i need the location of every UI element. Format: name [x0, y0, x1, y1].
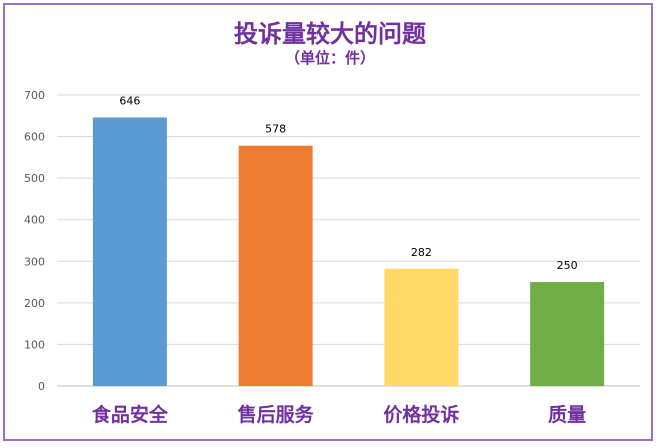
chart-title: 投诉量较大的问题	[234, 19, 426, 48]
bar	[238, 145, 313, 386]
bar	[384, 268, 459, 386]
y-tick-label: 0	[38, 380, 45, 393]
data-label: 250	[557, 259, 578, 272]
x-tick-label: 售后服务	[237, 403, 315, 426]
x-tick-label: 食品安全	[92, 403, 169, 426]
bar	[530, 282, 605, 386]
chart-subtitle: （单位：件）	[284, 49, 375, 67]
y-tick-label: 600	[24, 131, 45, 144]
x-tick-label: 价格投诉	[383, 403, 459, 426]
y-tick-label: 200	[24, 297, 45, 310]
x-tick-label: 质量	[548, 404, 586, 426]
y-tick-label: 500	[24, 172, 45, 185]
y-tick-label: 300	[24, 255, 45, 268]
y-tick-label: 100	[24, 338, 45, 351]
bar	[92, 117, 167, 386]
data-label: 282	[411, 246, 432, 259]
data-label: 646	[119, 94, 140, 107]
data-label: 578	[265, 123, 286, 136]
y-tick-label: 400	[24, 214, 45, 227]
y-tick-label: 700	[24, 89, 45, 102]
